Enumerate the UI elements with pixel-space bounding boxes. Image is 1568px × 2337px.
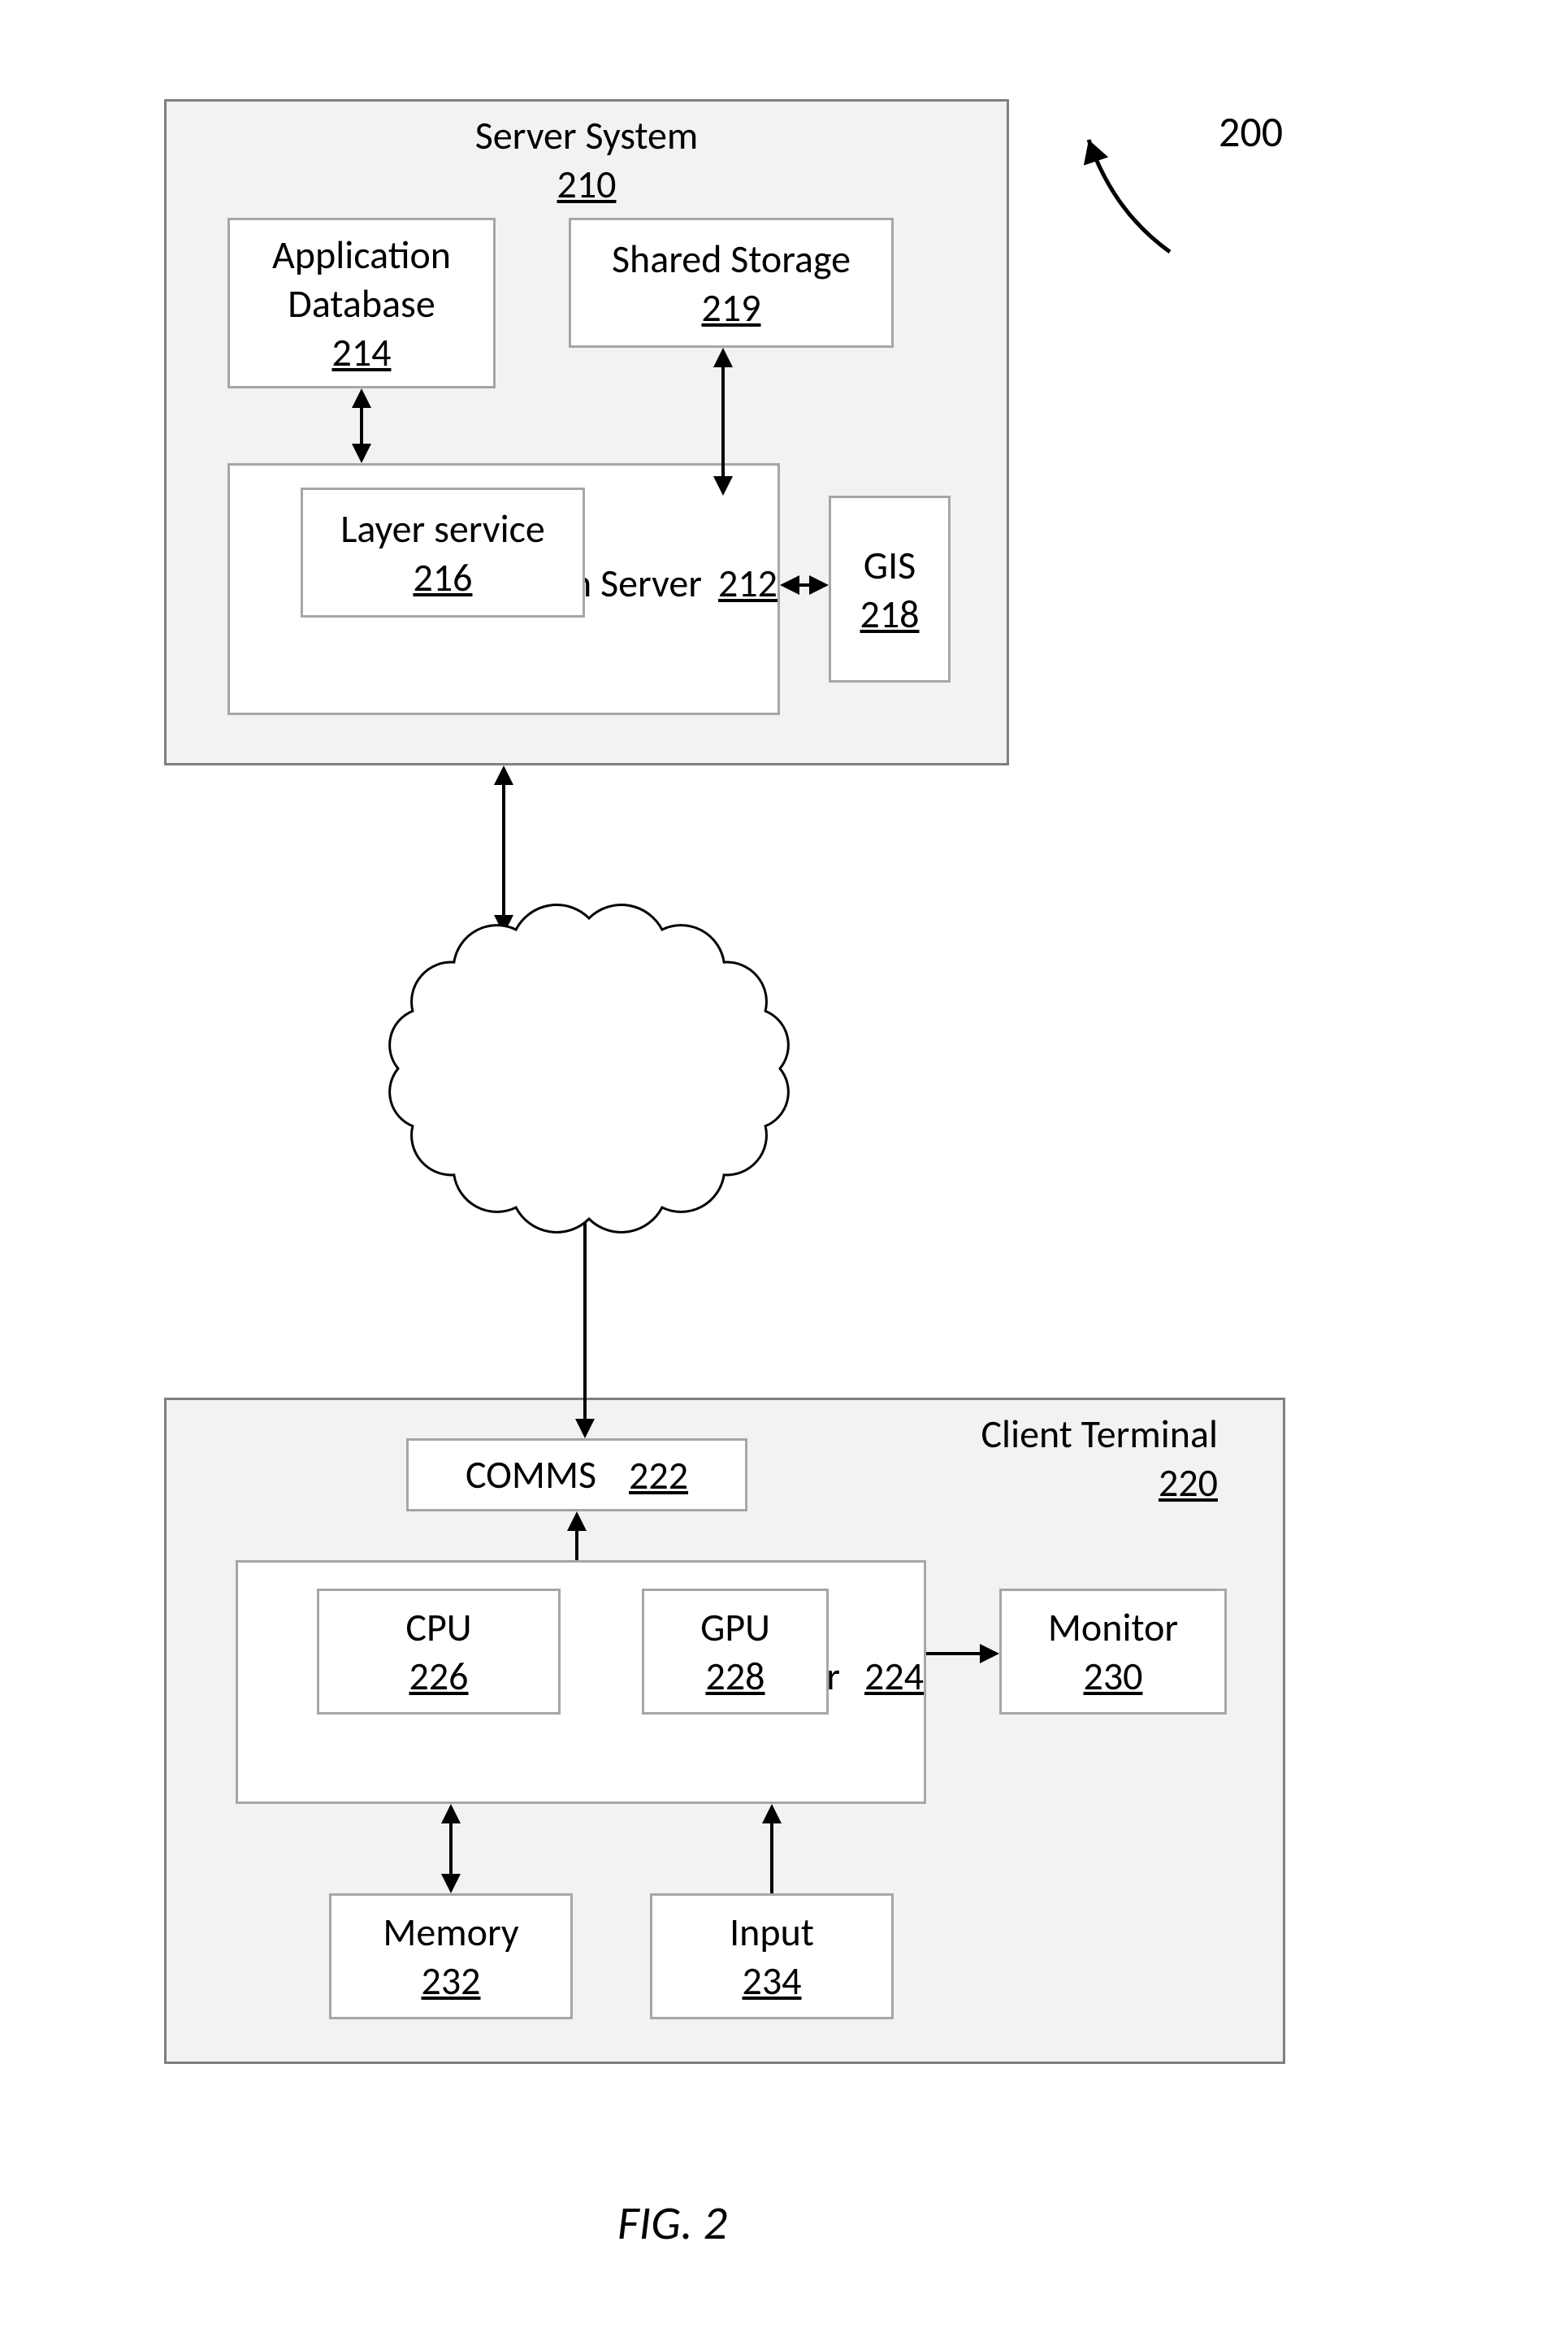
shared-storage-box: Shared Storage 219: [569, 218, 894, 348]
shared-num: 219: [702, 284, 761, 332]
cpu-num: 226: [409, 1652, 469, 1700]
app-database-box: Application Database 214: [227, 218, 496, 388]
server-num: 210: [557, 160, 617, 208]
monitor-box: Monitor 230: [999, 1589, 1227, 1715]
memory-title: Memory: [383, 1908, 518, 1957]
figure-ref-label: 200: [1219, 106, 1283, 158]
monitor-title: Monitor: [1048, 1603, 1178, 1652]
input-box: Input 234: [650, 1893, 894, 2019]
figure-caption: FIG. 2: [617, 2194, 727, 2252]
gis-title: GIS: [864, 541, 916, 590]
layer-title: Layer service: [340, 505, 545, 553]
comms-box: COMMS 222: [406, 1438, 747, 1511]
layer-num: 216: [414, 553, 473, 601]
app-srv-num: 212: [718, 559, 778, 607]
proc-num: 224: [864, 1652, 924, 1700]
comms-title: COMMS: [466, 1450, 596, 1499]
gpu-num: 228: [706, 1652, 765, 1700]
client-title: Client Terminal: [981, 1410, 1218, 1459]
cpu-box: CPU 226: [317, 1589, 561, 1715]
layer-service-box: Layer service 216: [301, 488, 585, 618]
cloud-num: 230: [536, 1040, 596, 1088]
gis-box: GIS 218: [829, 496, 951, 683]
app-db-num: 214: [332, 328, 392, 376]
client-num: 220: [1159, 1459, 1218, 1507]
input-num: 234: [743, 1957, 802, 2005]
memory-num: 232: [422, 1957, 481, 2005]
cpu-title: CPU: [405, 1603, 471, 1652]
server-title: Server System: [475, 111, 699, 160]
input-title: Input: [730, 1908, 814, 1957]
gpu-box: GPU 228: [642, 1589, 829, 1715]
gis-num: 218: [860, 590, 920, 638]
shared-title: Shared Storage: [612, 235, 851, 284]
gpu-title: GPU: [700, 1603, 770, 1652]
app-db-title: Application Database: [272, 231, 451, 328]
comms-num: 222: [629, 1451, 688, 1499]
monitor-num: 230: [1084, 1652, 1143, 1700]
memory-box: Memory 232: [329, 1893, 573, 2019]
